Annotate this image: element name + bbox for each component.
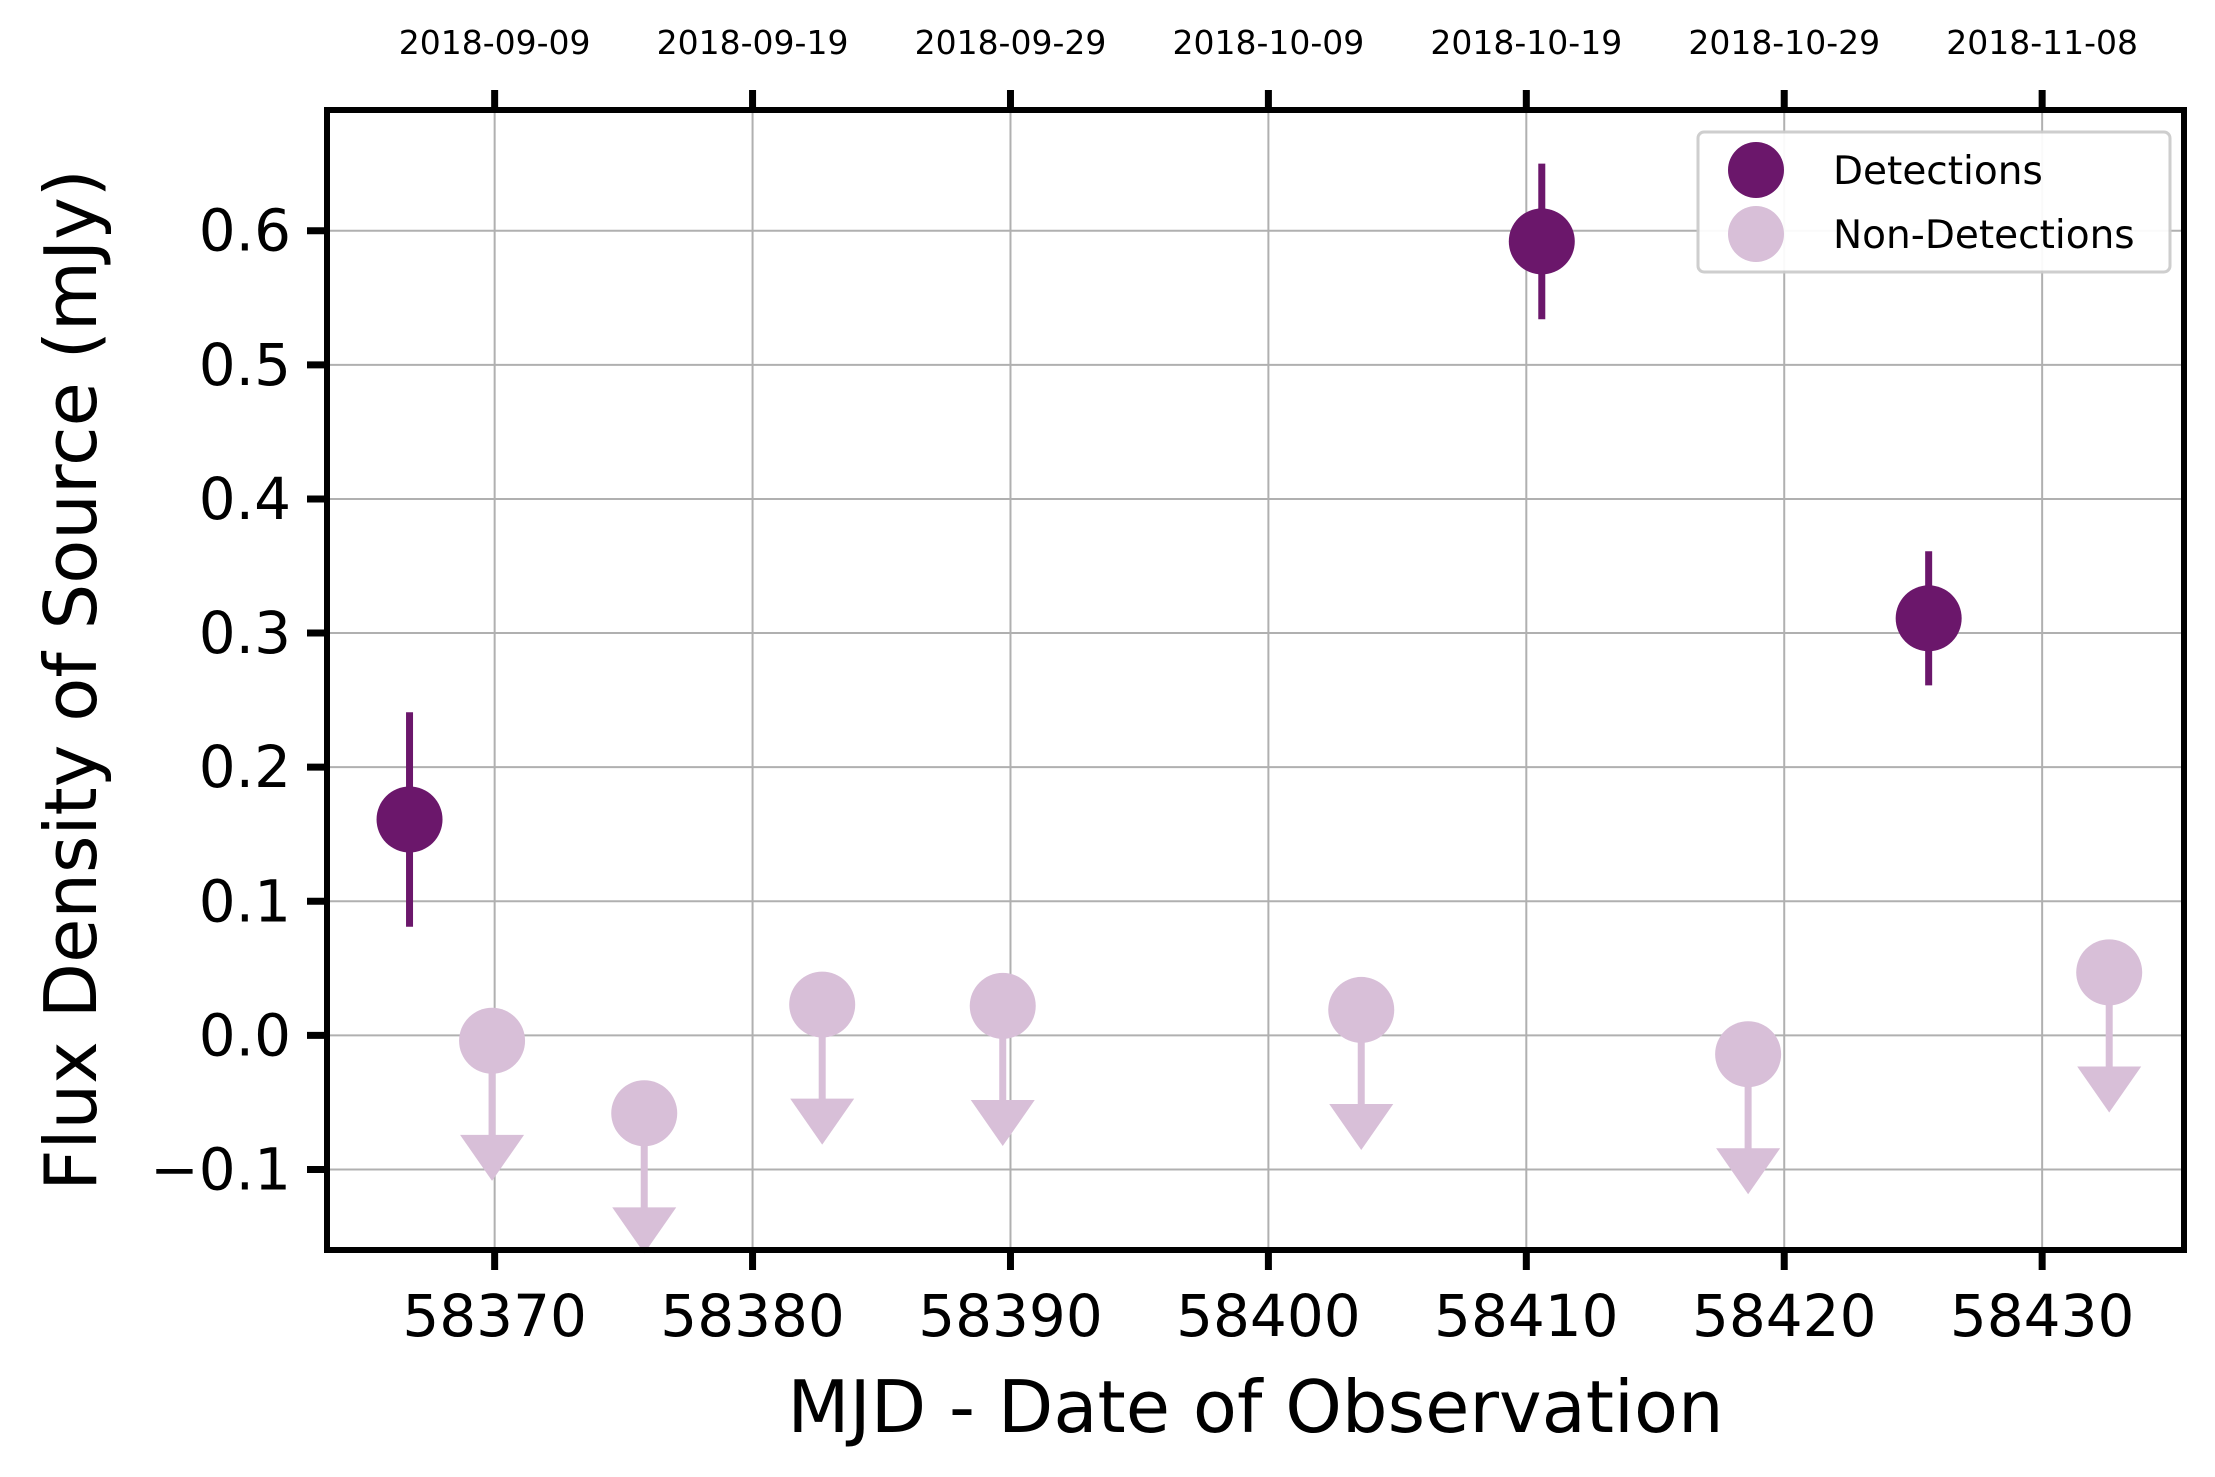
non-detection-point: [969, 972, 1036, 1039]
top-tick-label: 2018-09-09: [399, 23, 591, 62]
ticks: 58370 58380 58390 58400 58410 58420 58430 2018-…: [150, 23, 2138, 1350]
upper-limit-arrow: [2077, 1066, 2142, 1113]
y-tick-label: 0.6: [199, 197, 291, 265]
legend-label: Non-Detections: [1833, 213, 2135, 258]
legend-marker: [1728, 206, 1784, 262]
non-detection-point: [611, 1080, 678, 1147]
upper-limit-arrow: [970, 1100, 1035, 1147]
legend: Detections Non-Detections: [1696, 130, 2172, 274]
grid: [327, 110, 2184, 1250]
y-tick-label: 0.5: [199, 331, 291, 399]
x-tick-label: 58410: [1434, 1282, 1619, 1350]
x-tick-label: 58400: [1176, 1282, 1361, 1350]
y-tick-label: −0.1: [150, 1136, 291, 1204]
x-axis-title: MJD - Date of Observation: [787, 1365, 1723, 1449]
top-tick-label: 2018-09-29: [915, 23, 1107, 62]
y-tick-label: 0.0: [199, 1001, 291, 1069]
legend-box: [1696, 130, 2172, 274]
upper-limit-arrow: [1716, 1148, 1781, 1195]
y-tick-label: 0.1: [199, 867, 291, 935]
non-detection-point: [1328, 976, 1395, 1043]
x-tick-label: 58380: [660, 1282, 845, 1350]
top-tick-label: 2018-09-19: [657, 23, 849, 62]
x-tick-label: 58390: [918, 1282, 1103, 1350]
y-tick-label: 0.4: [199, 465, 291, 533]
top-tick-label: 2018-10-09: [1173, 23, 1365, 62]
upper-limit-arrow: [1329, 1104, 1394, 1151]
non-detection-point: [459, 1007, 526, 1074]
top-tick-label: 2018-10-19: [1430, 23, 1622, 62]
legend-marker: [1728, 142, 1784, 198]
y-tick-label: 0.2: [199, 733, 291, 801]
upper-limit-arrow: [612, 1207, 677, 1254]
top-tick-label: 2018-10-29: [1688, 23, 1880, 62]
detection-point: [1895, 585, 1962, 652]
upper-limit-arrow: [460, 1134, 525, 1181]
upper-limit-arrow: [790, 1098, 855, 1145]
y-tick-label: 0.3: [199, 599, 291, 667]
non-detection-point: [1715, 1021, 1782, 1088]
detection-point: [376, 786, 443, 853]
x-tick-label: 58370: [402, 1282, 587, 1350]
y-axis-title: Flux Density of Source (mJy): [29, 169, 113, 1191]
legend-label: Detections: [1833, 149, 2043, 194]
plot-frame: [324, 107, 2187, 1253]
non-detection-point: [789, 971, 856, 1038]
top-tick-label: 2018-11-08: [1946, 23, 2138, 62]
x-tick-label: 58430: [1950, 1282, 2135, 1350]
x-tick-label: 58420: [1692, 1282, 1877, 1350]
detection-point: [1508, 208, 1575, 275]
data-points: [376, 163, 2143, 1254]
non-detection-point: [2076, 939, 2143, 1006]
